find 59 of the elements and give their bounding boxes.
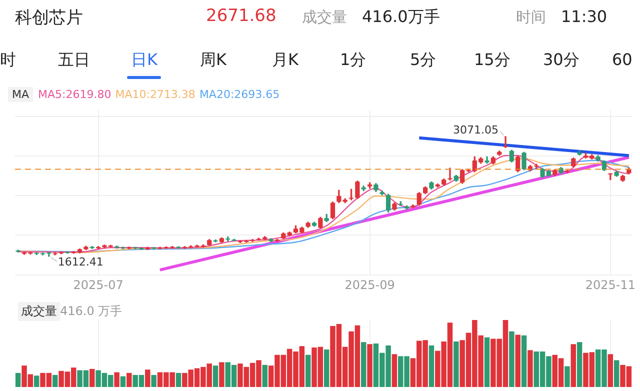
bar: [34, 376, 40, 387]
text: 2671.68: [206, 6, 276, 26]
text: 五日: [58, 50, 90, 71]
bar: [305, 354, 311, 387]
x-tick-label: 2025-11: [585, 278, 636, 292]
bar: [324, 349, 330, 387]
legend-title: MA: [8, 87, 34, 102]
bar: [576, 342, 582, 387]
text: 成交量: [302, 8, 347, 27]
x-tick-label: 2025-09: [344, 278, 395, 292]
bar: [176, 372, 182, 387]
text: 60: [612, 50, 632, 69]
text: 日K: [131, 50, 158, 71]
text: MA5:2619.80: [38, 88, 112, 101]
bar: [509, 331, 514, 387]
bar: [219, 362, 224, 387]
text: 1分: [340, 50, 366, 71]
text: 5分: [410, 50, 436, 71]
bar: [120, 376, 126, 387]
chart-title: 成交量: [18, 302, 60, 321]
text: MA10:2713.38: [115, 88, 196, 101]
text: 时间: [516, 8, 546, 27]
candlestick: [503, 136, 508, 148]
bar: [90, 368, 95, 387]
text: MA20:2693.65: [199, 88, 280, 101]
bar: [608, 354, 614, 387]
x-tick-label: 2025-07: [73, 278, 124, 292]
bar: [126, 372, 132, 387]
text: 30分: [543, 50, 580, 71]
bar: [564, 366, 570, 387]
text: 11:30: [561, 7, 608, 26]
text: 416.0万手: [362, 7, 440, 28]
bar: [614, 360, 620, 387]
chart-title: 科创芯片: [15, 7, 83, 29]
text: 月K: [272, 50, 298, 71]
text: 周K: [200, 50, 226, 71]
annotation: 3071.05: [453, 123, 499, 136]
bar: [528, 350, 533, 387]
bar: [484, 337, 490, 387]
bar: [151, 374, 156, 387]
bar: [428, 345, 434, 387]
text: 416.0 万手: [60, 303, 122, 320]
bar: [570, 344, 576, 387]
bar: [392, 354, 398, 387]
bar: [114, 372, 120, 387]
candlestick: [448, 168, 452, 180]
annotation: 1612.41: [58, 255, 104, 268]
bar: [454, 341, 459, 387]
text: 时: [0, 50, 16, 71]
text: 15分: [474, 50, 510, 71]
bar: [212, 366, 218, 387]
bar: [515, 334, 520, 387]
bar: [521, 335, 527, 387]
bar: [360, 342, 366, 387]
bar: [145, 370, 150, 387]
bar: [52, 374, 58, 387]
bar: [15, 372, 21, 387]
bar: [367, 344, 372, 387]
bar: [262, 364, 268, 387]
